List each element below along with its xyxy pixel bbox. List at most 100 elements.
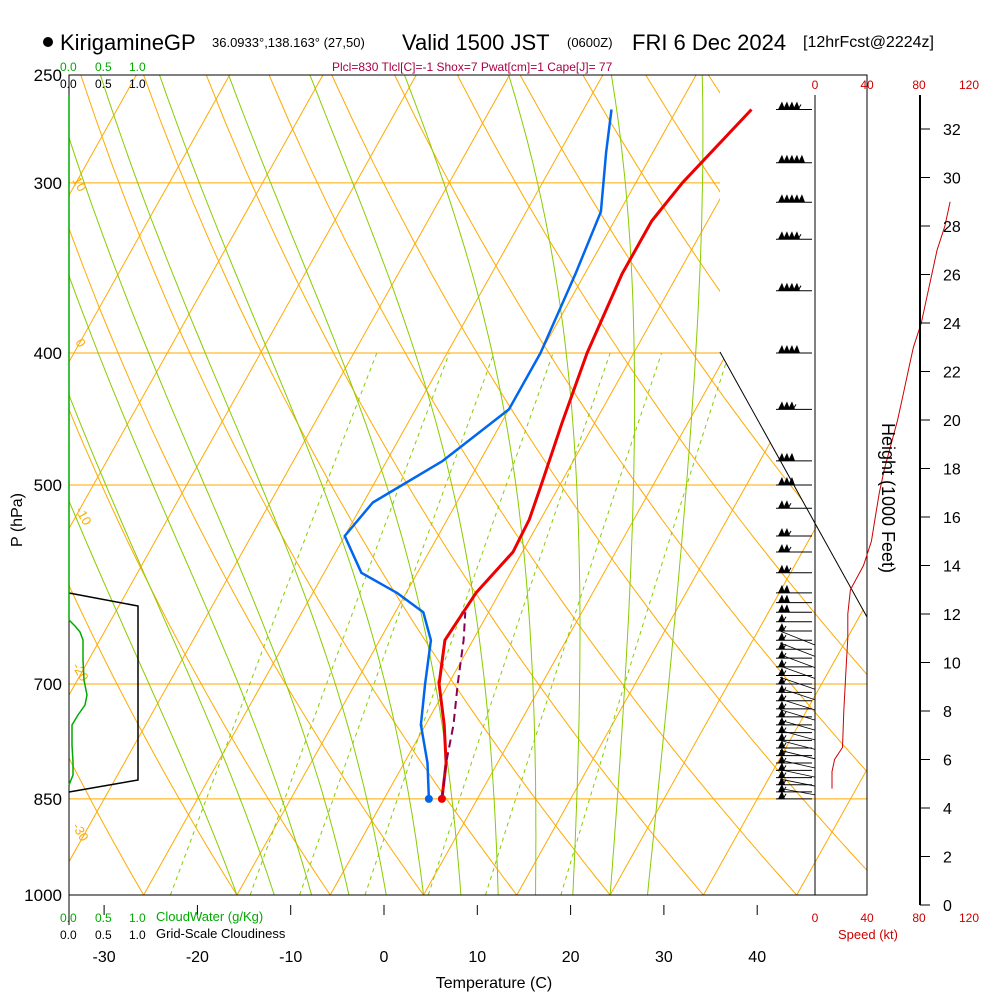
parcel-line xyxy=(440,612,467,800)
wind-barb-flag xyxy=(788,282,795,291)
wind-barb-half xyxy=(797,233,802,240)
isotherm-label: 10 xyxy=(69,174,89,194)
wind-barb-flag xyxy=(778,776,785,785)
dry-adiabat-line xyxy=(897,75,1000,924)
wind-barb-low xyxy=(779,654,816,668)
speed-tick-top: 120 xyxy=(959,78,979,92)
forecast-info: [12hrFcst@2224z] xyxy=(803,34,934,51)
height-tick-label: 4 xyxy=(943,801,952,818)
wind-barb-flag xyxy=(788,154,795,163)
wind-barb-flag xyxy=(778,584,785,593)
wind-barb-flag xyxy=(778,623,785,632)
wind-barb-low xyxy=(779,787,816,796)
cloudiness-tick-top: 0.5 xyxy=(95,77,112,91)
speed-tick-top: 80 xyxy=(912,78,926,92)
cloudiness-tick-bottom: 1.0 xyxy=(129,928,146,942)
wind-barb-half xyxy=(782,634,787,641)
pressure-tick-label: 1000 xyxy=(24,886,62,905)
wind-barb-low xyxy=(779,740,816,750)
cloudiness-profile xyxy=(68,592,139,793)
moist-adiabat-line xyxy=(309,75,499,895)
wind-barb-flag xyxy=(778,231,785,240)
wind-barb-flag xyxy=(788,452,795,461)
wind-barb-half xyxy=(782,616,787,622)
wind-barb-low xyxy=(779,687,816,701)
wind-barb-half xyxy=(782,765,787,771)
y-axis-label: P (hPa) xyxy=(9,493,26,547)
moist-adiabat-line xyxy=(69,136,350,895)
dry-adiabat-line xyxy=(394,75,867,773)
barb-background xyxy=(720,75,867,617)
wind-barb-flag xyxy=(778,641,785,650)
isotherm-label: 0 xyxy=(72,336,89,350)
wind-barb-flag xyxy=(793,194,800,203)
wind-barb-flag xyxy=(788,101,795,110)
mixing-ratio-label: 20 xyxy=(615,896,637,918)
isotherm-line xyxy=(69,75,324,530)
pressure-tick-label: 850 xyxy=(34,790,62,809)
wind-barb-flag xyxy=(783,345,790,354)
mixing-ratio-label: 12 xyxy=(538,896,560,918)
wind-barb-half xyxy=(782,779,787,786)
wind-barb-flag xyxy=(788,194,795,203)
isotherm-line xyxy=(143,75,604,895)
moist-adiabat-line xyxy=(609,75,636,895)
cloudiness-label: Grid-Scale Cloudiness xyxy=(156,926,286,941)
wind-barb-half xyxy=(782,735,787,741)
wind-barb-flag xyxy=(778,667,785,676)
station-coords: 36.0933°,138.163° (27,50) xyxy=(212,35,365,50)
wind-barb-half xyxy=(797,104,802,110)
speed-tick-bottom: 40 xyxy=(860,911,874,925)
wind-barb-half xyxy=(782,772,787,778)
moist-adiabat-line xyxy=(647,75,704,895)
mixing-ratio-line xyxy=(560,352,730,895)
wind-barb-half xyxy=(797,285,802,291)
wind-barb-half xyxy=(782,678,787,685)
dry-adiabat-line xyxy=(69,226,425,895)
wind-barb-flag xyxy=(783,477,790,485)
wind-barb-flag xyxy=(783,584,790,593)
temp-tick-label: -10 xyxy=(279,949,302,966)
temp-tick-label: -30 xyxy=(93,949,116,966)
pressure-tick-label: 700 xyxy=(34,675,62,694)
wind-barb-flag xyxy=(778,613,785,622)
wind-barb-flag xyxy=(783,154,790,163)
mixing-ratio-label: 5 xyxy=(418,902,436,918)
dry-adiabat-line xyxy=(69,757,145,895)
wind-barb-low xyxy=(779,759,816,769)
moist-adiabat-line xyxy=(99,75,387,895)
temp-tick-label: 10 xyxy=(468,949,486,966)
wind-barb-half xyxy=(782,703,787,710)
wind-barb-half xyxy=(782,742,787,749)
wind-barb-half xyxy=(782,661,787,668)
height-tick-label: 2 xyxy=(943,850,952,867)
wind-barb-flag xyxy=(778,604,785,613)
wind-barb-flag xyxy=(788,345,795,354)
cloudiness-tick-top: 1.0 xyxy=(129,77,146,91)
temp-tick-label: 30 xyxy=(655,949,673,966)
dry-adiabat-line xyxy=(143,75,611,895)
wind-barb-flag xyxy=(778,345,785,354)
wind-barb-flag xyxy=(793,154,800,163)
wind-barb-flag xyxy=(778,564,785,573)
wind-barb-flag xyxy=(783,604,790,613)
chart-header: KirigamineGP 36.0933°,138.163° (27,50) V… xyxy=(43,30,934,74)
height-tick-label: 20 xyxy=(943,413,961,430)
wind-barb-half xyxy=(782,652,787,659)
wind-barb-flag xyxy=(778,676,785,685)
speed-tick-top: 40 xyxy=(860,78,874,92)
height-tick-label: 6 xyxy=(943,753,952,770)
height-axis-label: Height (1000 Feet) xyxy=(878,423,898,573)
wind-barb-flag xyxy=(783,544,790,553)
wind-barb-flag xyxy=(788,401,795,410)
wind-barb-half xyxy=(782,670,787,676)
dry-adiabat-line xyxy=(456,75,867,676)
wind-barb-flag xyxy=(788,231,795,240)
height-tick-label: 18 xyxy=(943,462,961,479)
surface-dewpoint-marker xyxy=(424,794,433,803)
dry-adiabat-line xyxy=(205,75,705,895)
station-dot-icon xyxy=(43,37,53,47)
mixing-ratio-line xyxy=(299,352,495,895)
